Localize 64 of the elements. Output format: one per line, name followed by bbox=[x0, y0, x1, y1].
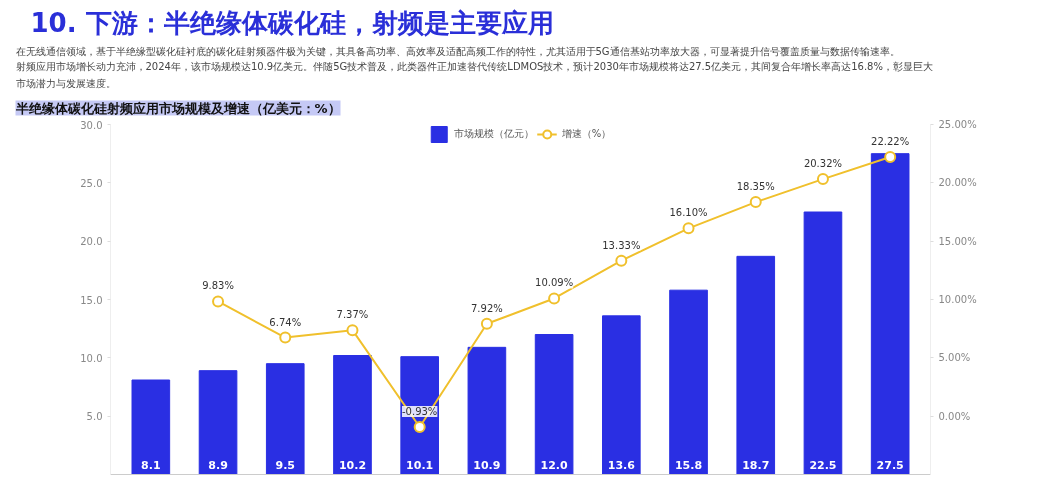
data-label: 7.92% bbox=[471, 302, 503, 314]
y2-tick-label: 15.00% bbox=[938, 235, 977, 247]
y-tick-label: 10.0 bbox=[80, 352, 103, 364]
data-label: 22.22% bbox=[871, 135, 910, 147]
data-label: -0.93% bbox=[401, 406, 438, 418]
data-label: 8.1 bbox=[141, 458, 161, 472]
y2-tick-label: 25.00% bbox=[938, 119, 977, 130]
point bbox=[749, 196, 762, 209]
data-label: 15.8 bbox=[674, 458, 703, 472]
bar bbox=[400, 356, 439, 475]
text: 射频应用市场增长动力充沛，2024年，该市场规模达10.9亿美元。伴随5G技术普及，此类器件正加速替代传统LDMOS技术，预计2030年市场规模将达27.5亿美元，其间复合年增长率高达16.8%，彰显巨大市场潜力与发展速度。 bbox=[15, 61, 933, 89]
point bbox=[884, 150, 897, 163]
bar bbox=[198, 370, 238, 475]
y2-tick-label: 10.00% bbox=[938, 294, 977, 305]
bar bbox=[602, 315, 641, 475]
point bbox=[682, 222, 695, 235]
data-label: 10.1 bbox=[406, 458, 434, 472]
y-tick-label: 5.0 bbox=[86, 411, 103, 423]
bar bbox=[870, 153, 910, 475]
legend-label: 市场规模（亿元） bbox=[453, 127, 534, 141]
point bbox=[480, 317, 493, 330]
data-label: 20.32% bbox=[803, 158, 843, 170]
point bbox=[413, 421, 426, 434]
point bbox=[816, 173, 829, 186]
data-label: 7.37% bbox=[336, 309, 369, 321]
point bbox=[212, 295, 225, 308]
y-tick-label: 30.0 bbox=[80, 119, 103, 131]
bar bbox=[669, 289, 708, 475]
y-tick-label: 15.0 bbox=[80, 294, 103, 306]
bar bbox=[736, 255, 776, 475]
data-label: 9.5 bbox=[275, 458, 296, 472]
point bbox=[615, 254, 628, 267]
y2-tick-label: 0.00% bbox=[938, 410, 971, 422]
data-label: 22.5 bbox=[809, 458, 837, 472]
text: 在无线通信领域，基于半绝缘型碳化硅衬底的碳化硅射频器件极为关键，其具备高功率、高效率及适配高频工作的特性，尤其适用于5G通信基站功率放大器，可显著提升信号覆盖质量与数据传输速率。 bbox=[15, 45, 900, 57]
chart-subtitle: 半绝缘体碳化硅射频应用市场规模及增速（亿美元：%） bbox=[14, 100, 341, 116]
data-label: 12.0 bbox=[540, 458, 569, 472]
chart-title: 10. 下游：半绝缘体碳化硅，射频是主要应用 bbox=[30, 7, 554, 38]
data-label: 10.2 bbox=[338, 458, 367, 472]
legend-label: 增速（%） bbox=[561, 127, 612, 141]
bar bbox=[803, 211, 843, 475]
data-label: 18.35% bbox=[736, 181, 775, 193]
bar bbox=[131, 379, 171, 475]
data-label: 13.6 bbox=[607, 458, 636, 472]
bar bbox=[333, 355, 372, 475]
point bbox=[548, 292, 561, 305]
bar bbox=[265, 363, 305, 475]
data-label: 27.5 bbox=[876, 458, 904, 472]
y-tick-label: 20.0 bbox=[80, 236, 103, 248]
data-label: 9.83% bbox=[202, 280, 234, 292]
point bbox=[279, 331, 292, 344]
point bbox=[346, 324, 359, 337]
data-label: 8.9 bbox=[208, 458, 228, 472]
y2-tick-label: 5.00% bbox=[938, 352, 971, 364]
y-tick-label: 25.0 bbox=[80, 177, 103, 189]
bar bbox=[467, 346, 507, 475]
data-label: 16.10% bbox=[669, 207, 708, 219]
data-label: 18.7 bbox=[742, 458, 770, 472]
data-label: 6.74% bbox=[269, 316, 302, 328]
data-label: 10.9 bbox=[473, 458, 501, 472]
bar bbox=[534, 334, 574, 475]
data-label: 13.33% bbox=[602, 239, 641, 251]
y2-tick-label: 20.00% bbox=[938, 177, 977, 189]
data-label: 10.09% bbox=[535, 277, 574, 289]
